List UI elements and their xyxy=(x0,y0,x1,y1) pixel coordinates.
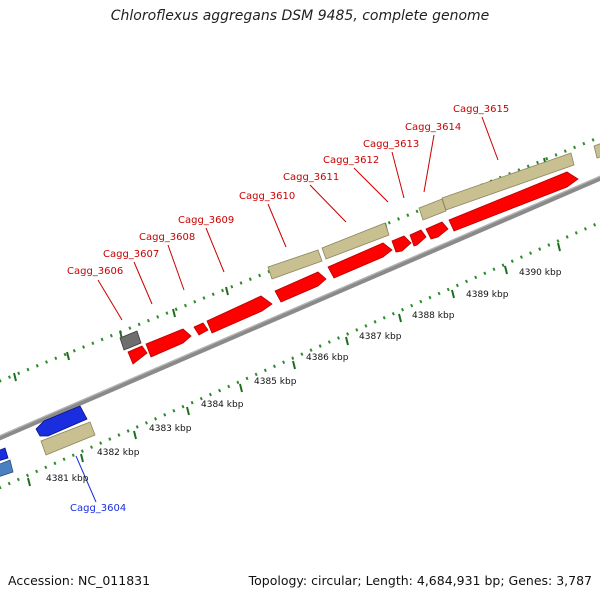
gene-label-cagg-3609[interactable]: Cagg_3609 xyxy=(178,215,234,226)
reverse-gene-edge-light xyxy=(0,459,14,477)
scale-labels: 4381 kbp 4382 kbp 4383 kbp 4384 kbp 4385… xyxy=(46,268,562,484)
gene-label-cagg-3604[interactable]: Cagg_3604 xyxy=(70,503,126,514)
gene-label-cagg-3607[interactable]: Cagg_3607 xyxy=(103,249,159,260)
gene-label-cagg-3615[interactable]: Cagg_3615 xyxy=(453,104,509,115)
gene-label-cagg-3611[interactable]: Cagg_3611 xyxy=(283,172,339,183)
scale-label: 4383 kbp xyxy=(149,424,192,434)
gene-arrow-3612 xyxy=(391,235,412,253)
genome-backbone xyxy=(0,175,600,441)
cds-bar-3610 xyxy=(267,249,323,280)
scale-label: 4384 kbp xyxy=(201,400,244,410)
map-title: Chloroflexus aggregans DSM 9485, complet… xyxy=(110,8,490,24)
scale-label: 4387 kbp xyxy=(359,332,402,342)
cds-bar-3615 xyxy=(441,152,575,211)
outer-tick-track xyxy=(0,135,600,383)
genome-backbone-highlight xyxy=(0,175,600,437)
gene-arrow-3611 xyxy=(327,242,393,279)
forward-rna-genes xyxy=(127,171,579,365)
scale-label: 4390 kbp xyxy=(519,268,562,278)
inner-major-ticks xyxy=(27,242,561,487)
accession-text: Accession: NC_011831 xyxy=(8,573,151,588)
gene-arrow-3608 xyxy=(193,322,209,336)
genome-stats-text: Topology: circular; Length: 4,684,931 bp… xyxy=(248,573,592,588)
scale-label: 4382 kbp xyxy=(97,448,140,458)
gene-arrow-3613 xyxy=(409,229,427,247)
pseudo-gene-block xyxy=(119,330,142,351)
reverse-gene-edge xyxy=(0,447,9,461)
gene-label-cagg-3610[interactable]: Cagg_3610 xyxy=(239,191,295,202)
gene-arrow-3615 xyxy=(448,171,579,232)
gene-label-cagg-3614[interactable]: Cagg_3614 xyxy=(405,122,461,133)
forward-cds-features xyxy=(267,143,600,280)
scale-label: 4389 kbp xyxy=(466,290,509,300)
cds-bar-3611 xyxy=(321,222,390,260)
scale-label: 4385 kbp xyxy=(254,377,297,387)
scale-label: 4388 kbp xyxy=(412,311,455,321)
gene-label-cagg-3606[interactable]: Cagg_3606 xyxy=(67,266,123,277)
gene-arrow-3614 xyxy=(425,221,449,240)
cds-bar-3614 xyxy=(418,198,447,221)
cds-bar-edge xyxy=(593,143,600,159)
scale-label: 4381 kbp xyxy=(46,474,89,484)
gene-arrow-3610 xyxy=(274,271,327,303)
gene-arrow-3606 xyxy=(127,345,148,365)
label-leader-lines xyxy=(75,116,499,503)
gene-arrow-3609 xyxy=(206,295,273,334)
gene-label-cagg-3612[interactable]: Cagg_3612 xyxy=(323,155,379,166)
reverse-cds-bar-3604 xyxy=(40,421,96,456)
reverse-gene-arrow-3604 xyxy=(35,405,88,437)
scale-label: 4386 kbp xyxy=(306,353,349,363)
gene-arrow-3607 xyxy=(145,328,192,358)
gene-labels: Cagg_3604 Cagg_3606 Cagg_3607 Cagg_3608 … xyxy=(67,104,509,514)
gene-label-cagg-3613[interactable]: Cagg_3613 xyxy=(363,139,419,150)
gene-label-cagg-3608[interactable]: Cagg_3608 xyxy=(139,232,195,243)
